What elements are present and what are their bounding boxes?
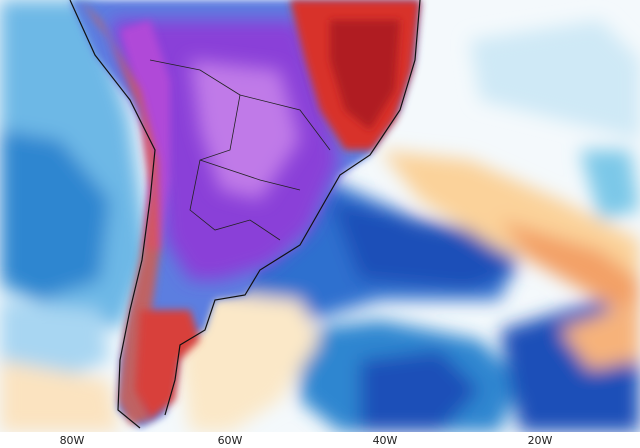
weather-field [0, 0, 640, 432]
longitude-label: 40W [373, 434, 398, 447]
longitude-label: 80W [60, 434, 85, 447]
continent [69, 0, 421, 429]
axis-strip [0, 432, 640, 448]
longitude-label: 20W [528, 434, 553, 447]
longitude-label: 60W [218, 434, 243, 447]
